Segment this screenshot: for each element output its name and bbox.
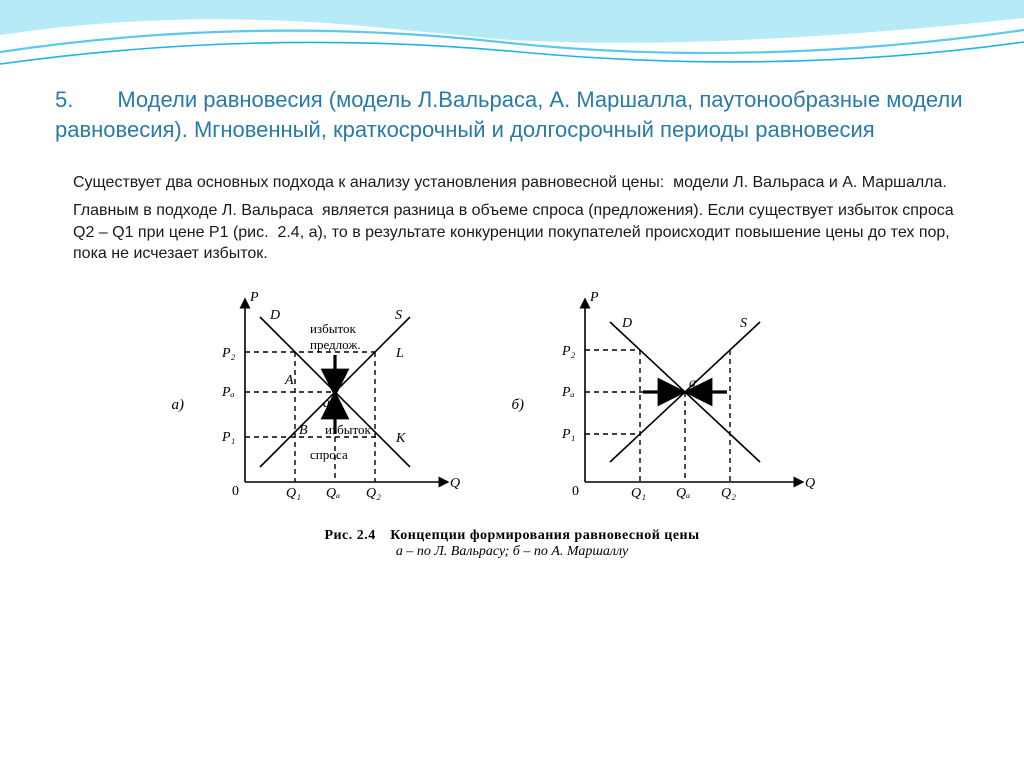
label-Sb: S [740,316,747,331]
axis-P: P [249,290,259,305]
tick-Pab: Pₐ [561,385,575,400]
axis-Q: Q [450,476,460,491]
origin: 0 [232,484,239,499]
paragraph-2: Главным в подходе Л. Вальраса является р… [73,200,969,265]
tick-Q1: Q₁ [286,486,301,501]
txt-izb1: избыток [310,321,356,336]
axis-Pb: P [589,290,599,305]
txt-izb2: предлож. [310,337,361,352]
diagram-a: а) P Q 0 [200,287,470,522]
figure-caption: Рис. 2.4 Концепции формирования равновес… [55,528,969,560]
diagram-a-svg: P Q 0 D S [200,287,470,517]
tick-Qa: Qₐ [326,486,340,501]
tick-Q1b: Q₁ [631,486,646,501]
txt-izb3: избыток [325,422,371,437]
tick-Q2b: Q₂ [721,486,736,501]
label-D: D [269,308,280,323]
slide-title: 5. Модели равновесия (модель Л.Вальраса,… [55,85,969,144]
pt-L: L [395,346,404,361]
diagram-b-svg: P Q 0 D S P₂ [540,287,825,517]
paragraph-1: Существует два основных подхода к анализ… [73,172,969,194]
pt-a: a [323,396,330,411]
pt-A: A [284,373,294,388]
diagrams-row: а) P Q 0 [55,287,969,522]
txt-izb4: спроса [310,447,348,462]
diagram-a-label: а) [172,397,185,414]
slide-content: 5. Модели равновесия (модель Л.Вальраса,… [0,0,1024,580]
tick-P1: P₁ [221,430,235,445]
originb: 0 [572,484,579,499]
pt-K: K [395,431,406,446]
caption-sub: а – по Л. Вальрасу; б – по А. Маршаллу [55,544,969,560]
pt-ab: a [689,376,696,391]
body-text: Существует два основных подхода к анализ… [55,172,969,264]
tick-Q2: Q₂ [366,486,381,501]
diagram-b: б) P Q 0 D [540,287,825,522]
diagram-b-label: б) [512,397,525,414]
tick-P1b: P₁ [561,427,575,442]
tick-P2b: P₂ [561,344,576,359]
tick-Pa: Pₐ [221,385,235,400]
label-Db: D [621,316,632,331]
caption-title: Рис. 2.4 Концепции формирования равновес… [55,528,969,544]
pt-B: B [299,423,308,438]
tick-Qab: Qₐ [676,486,690,501]
label-S: S [395,308,402,323]
axis-Qb: Q [805,476,815,491]
tick-P2: P₂ [221,346,236,361]
